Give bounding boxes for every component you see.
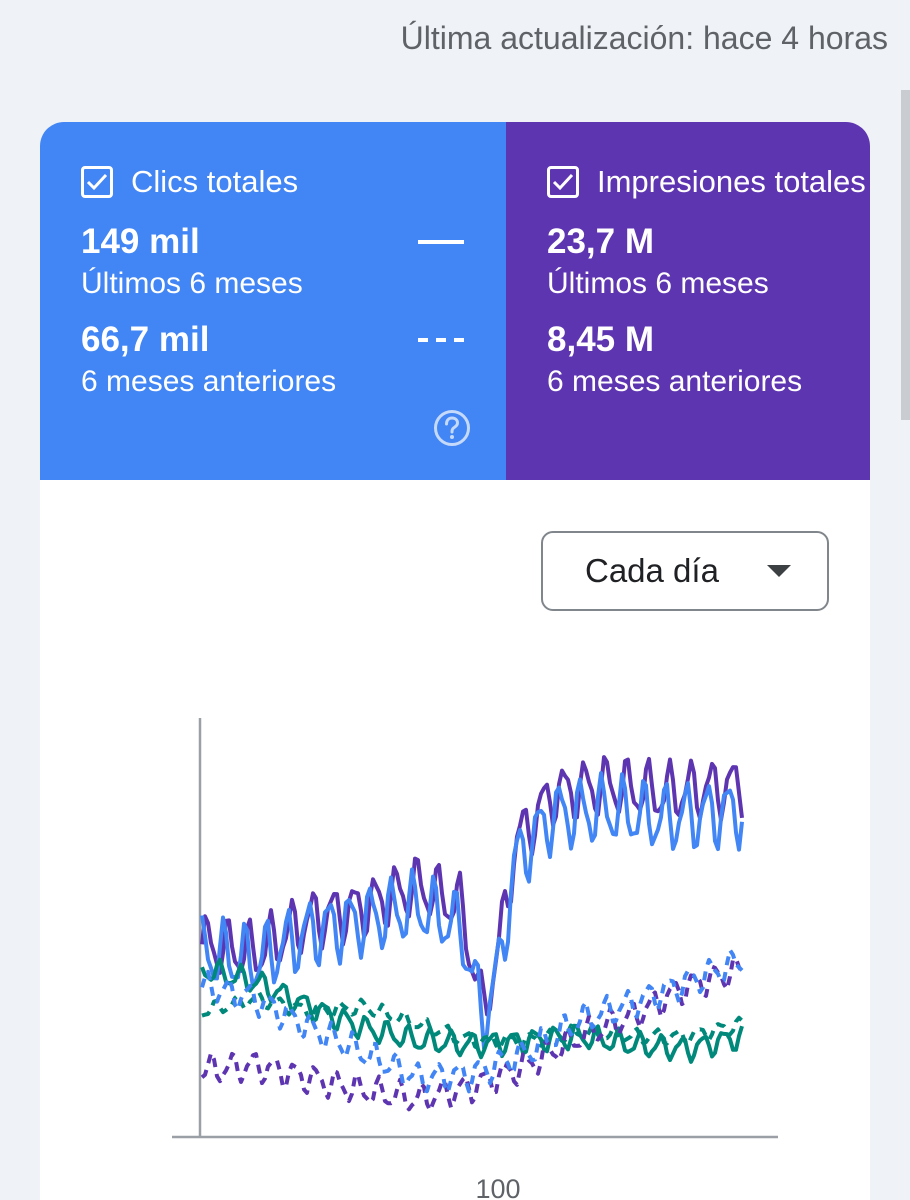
x-tick-label: 100 — [475, 1174, 520, 1200]
solid-line-legend-icon — [418, 240, 464, 244]
impressions-previous: 8,45 M 6 meses anteriores — [547, 318, 870, 402]
impressions-previous-period: 6 meses anteriores — [547, 365, 803, 398]
performance-card: 100 Clics totales 149 mil Últimos 6 mese… — [40, 122, 870, 1200]
clicks-title: Clics totales — [131, 164, 299, 199]
impressions-previous-value: 8,45 M — [547, 320, 654, 359]
clicks-previous-value: 66,7 mil — [81, 320, 210, 359]
impressions-metric-tile[interactable]: Impresiones totales 23,7 M Últimos 6 mes… — [506, 122, 870, 480]
clicks-current: 149 mil Últimos 6 meses — [81, 220, 506, 304]
clicks-current-value: 149 mil — [81, 222, 200, 261]
check-icon — [86, 173, 108, 191]
impressions-title: Impresiones totales — [597, 164, 866, 199]
series-line-5 — [200, 948, 744, 1094]
clicks-checkbox[interactable] — [81, 166, 113, 198]
impressions-current-value: 23,7 M — [547, 222, 654, 261]
impressions-current-period: Últimos 6 meses — [547, 267, 769, 300]
clicks-previous: 66,7 mil 6 meses anteriores — [81, 318, 506, 402]
last-update-text: Última actualización: hace 4 horas — [400, 20, 888, 56]
clicks-previous-period: 6 meses anteriores — [81, 365, 337, 398]
check-icon — [552, 173, 574, 191]
scrollbar[interactable] — [901, 90, 910, 420]
chart-series — [200, 755, 744, 1113]
clicks-current-period: Últimos 6 meses — [81, 267, 303, 300]
granularity-selected-value: Cada día — [585, 552, 719, 589]
clicks-metric-tile[interactable]: Clics totales 149 mil Últimos 6 meses 66… — [40, 122, 506, 480]
series-line-4 — [200, 956, 744, 1113]
impressions-current: 23,7 M Últimos 6 meses — [547, 220, 870, 304]
caret-down-icon — [767, 565, 791, 577]
series-line-0 — [200, 755, 744, 1017]
impressions-checkbox[interactable] — [547, 166, 579, 198]
granularity-dropdown[interactable]: Cada día — [541, 531, 829, 611]
performance-chart: 100 — [172, 718, 778, 1200]
help-icon[interactable] — [433, 409, 471, 447]
series-line-1 — [200, 771, 744, 1051]
dashed-line-legend-icon — [418, 338, 464, 342]
